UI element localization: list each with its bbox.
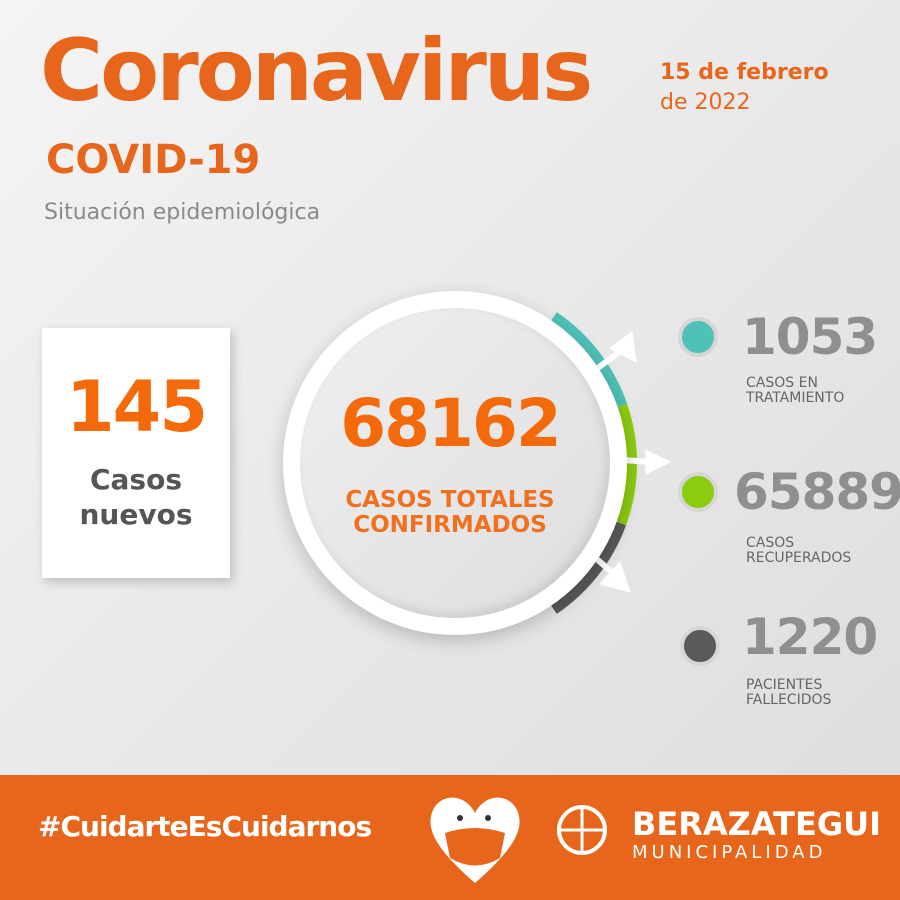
brand-subtitle: MUNICIPALIDAD: [632, 842, 827, 863]
hashtag: #CuidarteEsCuidarnos: [38, 810, 372, 843]
deceased-dot: [680, 626, 720, 666]
treatment-value: 1053: [742, 308, 878, 366]
new-cases-value: 145: [65, 366, 208, 448]
date-line1: 15 de febrero: [660, 60, 829, 85]
arrow-head-icon: [599, 561, 631, 593]
total-label: CASOS TOTALES CONFIRMADOS: [345, 487, 555, 539]
berazategui-logo-icon: [557, 805, 607, 855]
total-circle-inner: [300, 308, 610, 618]
subtitle: COVID-19: [46, 137, 261, 183]
arrow-head-icon: [645, 449, 672, 475]
description: Situación epidemiológica: [44, 200, 321, 225]
recovered-dot: [678, 472, 718, 512]
deceased-value: 1220: [742, 608, 878, 666]
new-cases-label: Casos nuevos: [79, 463, 193, 531]
recovered-value: 65889: [734, 463, 900, 521]
date-line2: de 2022: [660, 90, 751, 115]
deceased-label: PACIENTES FALLECIDOS: [746, 677, 832, 709]
treatment-dot: [678, 317, 718, 357]
heart-mask-icon: [430, 797, 520, 883]
arrow-head-icon: [609, 331, 637, 363]
brand-name: BERAZATEGUI: [632, 805, 881, 843]
recovered-label: CASOS RECUPERADOS: [746, 535, 852, 567]
total-value: 68162: [340, 385, 562, 462]
new-cases-card: 145 Casos nuevos: [42, 328, 230, 578]
treatment-label: CASOS EN TRATAMIENTO: [746, 375, 845, 407]
title: Coronavirus: [40, 21, 593, 121]
